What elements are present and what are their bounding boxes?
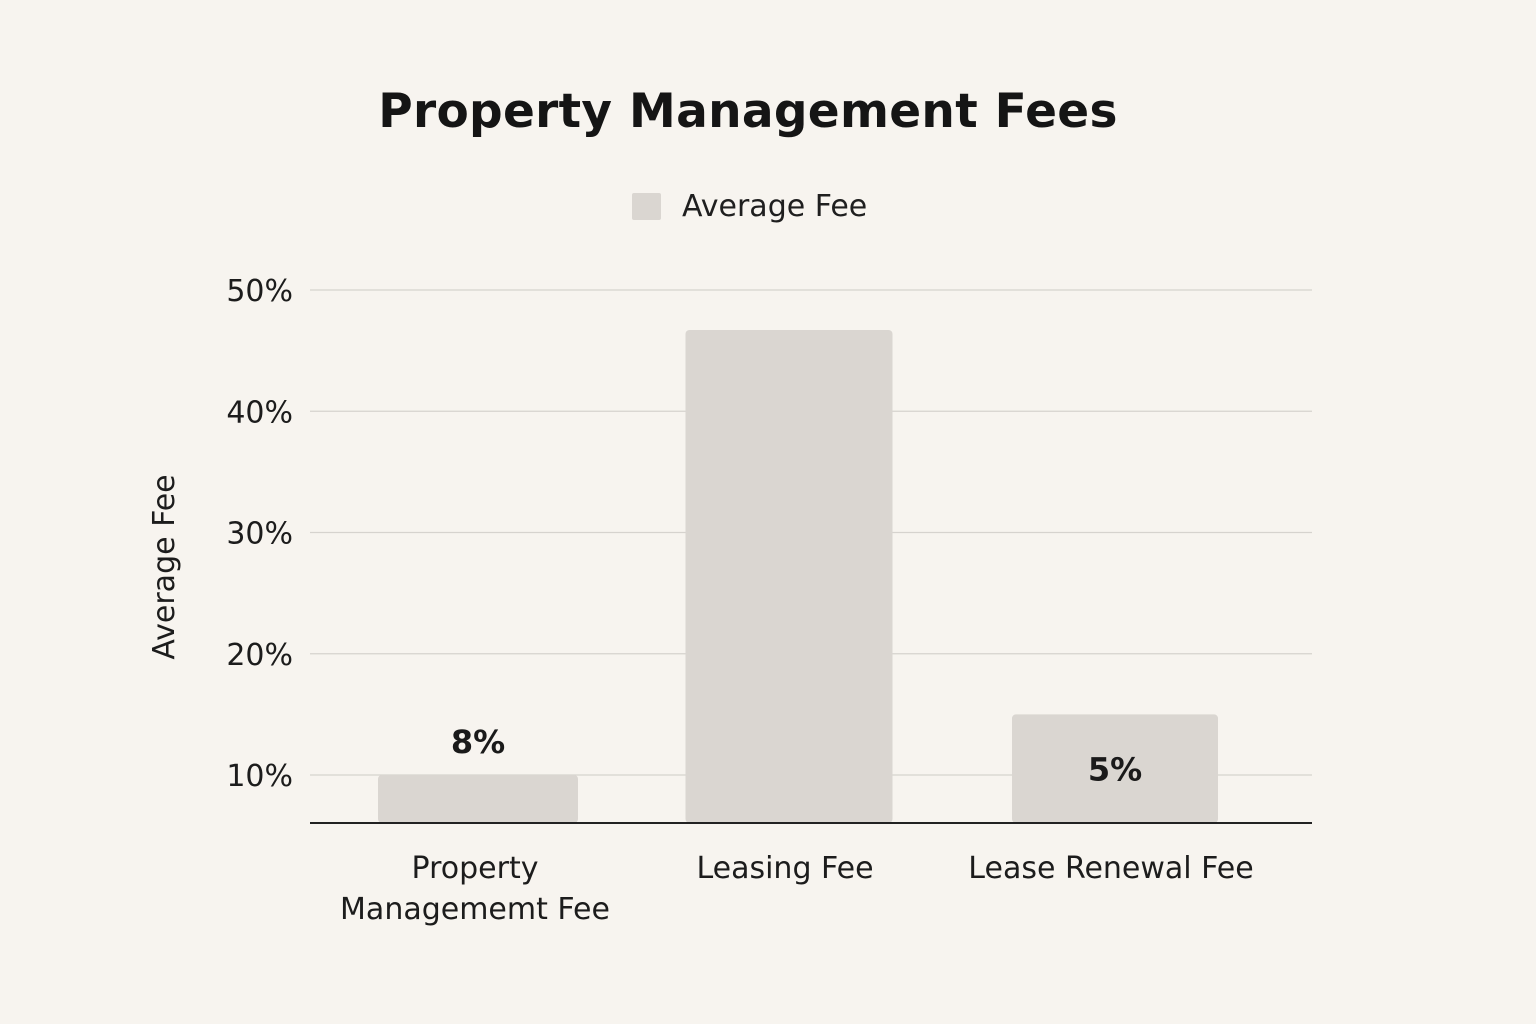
y-tick-label: 40% xyxy=(226,395,293,430)
data-labels: 8% 5% xyxy=(451,723,1142,788)
legend-label: Average Fee xyxy=(682,188,868,224)
legend: Average Fee xyxy=(632,186,867,226)
bar xyxy=(1012,714,1218,823)
y-tick-label: 30% xyxy=(226,517,293,552)
y-axis-title: Average Fee xyxy=(147,474,182,659)
data-label: 5% xyxy=(1088,750,1142,788)
y-axis-ticks: 10% 20% 30% 40% 50% xyxy=(226,274,293,794)
bars xyxy=(378,330,1218,823)
y-tick-label: 20% xyxy=(226,638,293,673)
legend-swatch xyxy=(632,192,661,220)
x-tick-label: Leasing Fee xyxy=(696,851,873,886)
data-label: 8% xyxy=(451,723,505,761)
x-tick-label: Managememt Fee xyxy=(340,892,610,927)
y-tick-label: 50% xyxy=(226,274,293,309)
x-tick-label: Lease Renewal Fee xyxy=(968,851,1253,886)
y-tick-label: 10% xyxy=(226,759,293,794)
chart-title: Property Management Fees xyxy=(378,84,1118,139)
bar xyxy=(378,775,578,823)
x-tick-label: Property xyxy=(412,851,539,886)
bar xyxy=(685,330,893,823)
x-axis-ticks: Property Managememt Fee Leasing Fee Lease R… xyxy=(340,851,1254,927)
